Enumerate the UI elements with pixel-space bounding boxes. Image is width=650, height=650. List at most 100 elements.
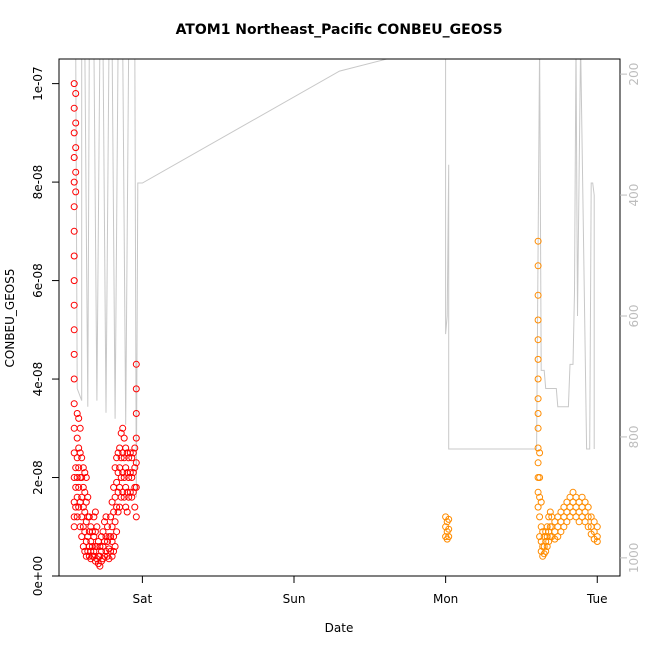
series-0-point bbox=[81, 488, 89, 496]
series-0-point bbox=[78, 454, 86, 462]
y-tick-label: 6e-08 bbox=[31, 263, 45, 298]
series-0-point bbox=[117, 493, 125, 501]
series-0-point bbox=[98, 533, 105, 541]
series-1-point bbox=[587, 513, 595, 521]
series-0-point bbox=[85, 513, 93, 521]
series-0-point bbox=[131, 444, 139, 452]
series-0-point bbox=[117, 454, 125, 462]
series-0-point bbox=[90, 547, 98, 555]
series-0-point bbox=[73, 454, 81, 462]
series-0-point bbox=[128, 493, 136, 501]
series-0-point bbox=[108, 552, 116, 560]
series-0-point bbox=[132, 459, 140, 467]
series-1-point bbox=[534, 237, 542, 245]
series-0-point bbox=[107, 513, 115, 521]
series-0-point bbox=[99, 528, 107, 536]
series-1-point bbox=[593, 538, 601, 545]
series-0-point bbox=[108, 523, 116, 531]
series-2-line bbox=[75, 59, 595, 498]
series-0-point bbox=[73, 474, 81, 481]
x-tick-label: Mon bbox=[433, 592, 458, 606]
series-0-point bbox=[91, 528, 99, 536]
series-0-point bbox=[72, 188, 80, 196]
series-1-point bbox=[593, 533, 601, 541]
y-tick-label: 4e-08 bbox=[31, 362, 45, 397]
series-1-point bbox=[593, 523, 601, 531]
series-1-point bbox=[542, 538, 550, 545]
series-0-point bbox=[70, 80, 78, 88]
series-0-point bbox=[132, 483, 140, 491]
x-tick-label: Sun bbox=[283, 592, 306, 606]
y-tick-label: 1e-07 bbox=[31, 66, 45, 101]
series-0-point bbox=[132, 513, 140, 521]
series-0-point bbox=[129, 469, 137, 477]
series-0-point bbox=[125, 493, 133, 501]
series-0-point bbox=[101, 538, 108, 545]
series-0-point bbox=[132, 434, 140, 442]
series-0-point bbox=[117, 429, 125, 437]
series-0-point bbox=[75, 444, 83, 452]
series-1-point bbox=[584, 523, 592, 531]
series-0-point bbox=[87, 538, 95, 545]
series-0-point bbox=[132, 385, 140, 393]
plot-area bbox=[70, 59, 601, 570]
series-0-point bbox=[132, 360, 140, 368]
series-0-point bbox=[122, 503, 130, 511]
series-1-point bbox=[581, 518, 589, 526]
series-0-point bbox=[111, 543, 119, 550]
series-1-point bbox=[543, 533, 551, 541]
x-tick-label: Tue bbox=[586, 592, 608, 606]
series-0-point bbox=[73, 493, 81, 501]
x-axis-label: Date bbox=[325, 621, 354, 635]
series-0-point bbox=[70, 227, 78, 235]
series-1-point bbox=[534, 395, 542, 403]
series-0-point bbox=[72, 144, 80, 152]
series-1-point bbox=[534, 503, 542, 511]
series-0-point bbox=[111, 518, 119, 526]
y-tick-label: 0e+00 bbox=[31, 556, 45, 596]
series-1-point bbox=[534, 262, 542, 270]
series-0-point bbox=[114, 508, 122, 516]
series-0-point bbox=[73, 434, 81, 442]
series-0-point bbox=[73, 410, 81, 417]
plot-frame bbox=[58, 58, 621, 577]
series-0-point bbox=[114, 469, 122, 477]
series-0-point bbox=[125, 474, 133, 481]
series-1-point bbox=[584, 513, 592, 521]
series-0-point bbox=[72, 503, 80, 511]
series-0-point bbox=[88, 528, 96, 536]
series-1-point bbox=[543, 523, 551, 531]
series-0-point bbox=[70, 129, 78, 137]
series-0-point bbox=[70, 400, 78, 408]
series-1-point bbox=[534, 459, 542, 467]
series-0-point bbox=[126, 488, 134, 496]
series-0-point bbox=[72, 90, 80, 97]
series-0-point bbox=[122, 483, 130, 491]
series-1-point bbox=[543, 543, 551, 550]
series-0-point bbox=[114, 488, 122, 496]
series-0-point bbox=[131, 464, 139, 472]
series-1-point bbox=[534, 444, 542, 452]
series-0-point bbox=[99, 543, 107, 550]
series-1-point bbox=[536, 493, 544, 501]
series-1-point bbox=[542, 528, 550, 536]
y2-tick-label: 1000 bbox=[627, 543, 641, 574]
series-0-point bbox=[70, 203, 78, 211]
series-0-point bbox=[119, 449, 127, 457]
series-0-point bbox=[76, 449, 84, 457]
series-0-point bbox=[107, 547, 115, 555]
series-0-point bbox=[70, 513, 78, 521]
series-0-point bbox=[120, 434, 128, 442]
series-0-point bbox=[128, 474, 136, 481]
series-1-point bbox=[569, 488, 577, 496]
series-0-point bbox=[117, 474, 125, 481]
series-0-point bbox=[82, 498, 90, 506]
series-0-point bbox=[104, 523, 111, 531]
series-0-point bbox=[93, 523, 101, 531]
axes: Sat Sun Mon Tue 0e+00 2e-08 4e-08 6e-08 8e-08 1e-… bbox=[31, 63, 641, 606]
series-0-point bbox=[81, 469, 89, 477]
series-0-point bbox=[82, 538, 90, 545]
series-0-point bbox=[128, 454, 136, 462]
series-0-point bbox=[90, 533, 98, 541]
